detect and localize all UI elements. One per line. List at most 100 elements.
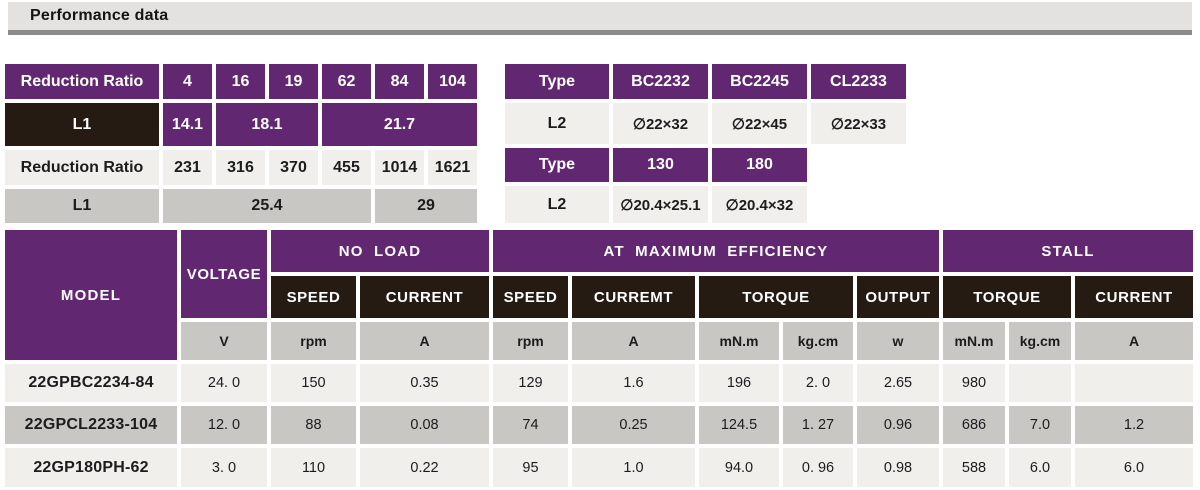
type-value: BC2245 bbox=[712, 64, 807, 99]
unit-volts: V bbox=[181, 322, 267, 360]
data-cell bbox=[1075, 364, 1193, 402]
subheader-current: CURREMT bbox=[572, 276, 695, 318]
data-cell: 150 bbox=[271, 364, 356, 402]
data-cell: 3. 0 bbox=[181, 448, 267, 487]
l1-value: 25.4 bbox=[163, 189, 371, 223]
l2-dimension: ∅22×32 bbox=[613, 103, 708, 144]
l1-header: L1 bbox=[5, 189, 159, 223]
data-cell: 1.2 bbox=[1075, 406, 1193, 444]
l2-dimension: ∅20.4×25.1 bbox=[613, 186, 708, 223]
data-cell: 110 bbox=[271, 448, 356, 487]
l2-dimension: ∅20.4×32 bbox=[712, 186, 807, 223]
unit-amps: A bbox=[1075, 322, 1193, 360]
type-value: 130 bbox=[613, 148, 708, 182]
data-cell: 7.0 bbox=[1009, 406, 1071, 444]
l1-value: 21.7 bbox=[322, 103, 477, 146]
group-header-max-efficiency: AT MAXIMUM EFFICIENCY bbox=[493, 230, 939, 272]
group-header-no-load: NO LOAD bbox=[271, 230, 489, 272]
l1-value: 18.1 bbox=[216, 103, 318, 146]
data-cell: 6.0 bbox=[1075, 448, 1193, 487]
voltage-column-header: VOLTAGE bbox=[181, 230, 267, 318]
model-name: 22GPCL2233-104 bbox=[5, 406, 177, 444]
ratio-value: 231 bbox=[163, 150, 212, 185]
unit-amps: A bbox=[572, 322, 695, 360]
performance-table: MODEL VOLTAGE NO LOAD AT MAXIMUM EFFICIE… bbox=[5, 230, 1193, 487]
reduction-ratio-table: Reduction Ratio 4 16 19 62 84 104 L1 14.… bbox=[5, 64, 477, 223]
model-column-header: MODEL bbox=[5, 230, 177, 360]
reduction-ratio-header: Reduction Ratio bbox=[5, 64, 159, 99]
l2-header: L2 bbox=[505, 186, 609, 223]
section-header-bar: Performance data bbox=[8, 2, 1192, 35]
data-cell: 0. 96 bbox=[783, 448, 853, 487]
data-cell: 980 bbox=[943, 364, 1005, 402]
type-value: BC2232 bbox=[613, 64, 708, 99]
unit-amps: A bbox=[360, 322, 489, 360]
model-name: 22GPBC2234-84 bbox=[5, 364, 177, 402]
subheader-torque: TORQUE bbox=[699, 276, 853, 318]
data-cell: 2.65 bbox=[857, 364, 939, 402]
data-cell: 129 bbox=[493, 364, 568, 402]
ratio-value: 84 bbox=[375, 64, 424, 99]
data-cell: 0.35 bbox=[360, 364, 489, 402]
unit-kgcm: kg.cm bbox=[783, 322, 853, 360]
data-cell: 2. 0 bbox=[783, 364, 853, 402]
subheader-torque: TORQUE bbox=[943, 276, 1071, 318]
subheader-speed: SPEED bbox=[493, 276, 568, 318]
data-cell: 6.0 bbox=[1009, 448, 1071, 487]
reduction-ratio-header: Reduction Ratio bbox=[5, 150, 159, 185]
type-value: CL2233 bbox=[811, 64, 906, 99]
ratio-value: 455 bbox=[322, 150, 371, 185]
type-header: Type bbox=[505, 148, 609, 182]
data-cell: 95 bbox=[493, 448, 568, 487]
subheader-speed: SPEED bbox=[271, 276, 356, 318]
data-cell: 12. 0 bbox=[181, 406, 267, 444]
data-cell: 124.5 bbox=[699, 406, 779, 444]
unit-watts: w bbox=[857, 322, 939, 360]
data-cell bbox=[1009, 364, 1071, 402]
ratio-value: 16 bbox=[216, 64, 265, 99]
unit-kgcm: kg.cm bbox=[1009, 322, 1071, 360]
l1-header: L1 bbox=[5, 103, 159, 146]
ratio-value: 1621 bbox=[428, 150, 477, 185]
data-cell: 0.22 bbox=[360, 448, 489, 487]
type-header: Type bbox=[505, 64, 609, 99]
ratio-value: 4 bbox=[163, 64, 212, 99]
data-cell: 588 bbox=[943, 448, 1005, 487]
data-cell: 686 bbox=[943, 406, 1005, 444]
unit-rpm: rpm bbox=[271, 322, 356, 360]
l1-value: 14.1 bbox=[163, 103, 212, 146]
data-cell: 0.96 bbox=[857, 406, 939, 444]
data-cell: 1. 27 bbox=[783, 406, 853, 444]
l2-header: L2 bbox=[505, 103, 609, 144]
data-cell: 24. 0 bbox=[181, 364, 267, 402]
data-cell: 0.08 bbox=[360, 406, 489, 444]
type-dimension-table: Type BC2232 BC2245 CL2233 L2 ∅22×32 ∅22×… bbox=[505, 64, 906, 223]
subheader-output: OUTPUT bbox=[857, 276, 939, 318]
ratio-value: 370 bbox=[269, 150, 318, 185]
data-cell: 0.25 bbox=[572, 406, 695, 444]
unit-rpm: rpm bbox=[493, 322, 568, 360]
ratio-value: 62 bbox=[322, 64, 371, 99]
data-cell: 1.0 bbox=[572, 448, 695, 487]
data-cell: 196 bbox=[699, 364, 779, 402]
l2-dimension: ∅22×33 bbox=[811, 103, 906, 144]
ratio-value: 19 bbox=[269, 64, 318, 99]
unit-mnm: mN.m bbox=[943, 322, 1005, 360]
ratio-value: 1014 bbox=[375, 150, 424, 185]
data-cell: 1.6 bbox=[572, 364, 695, 402]
unit-mnm: mN.m bbox=[699, 322, 779, 360]
data-cell: 0.98 bbox=[857, 448, 939, 487]
data-cell: 88 bbox=[271, 406, 356, 444]
model-name: 22GP180PH-62 bbox=[5, 448, 177, 487]
subheader-current: CURRENT bbox=[360, 276, 489, 318]
type-value: 180 bbox=[712, 148, 807, 182]
subheader-current: CURRENT bbox=[1075, 276, 1193, 318]
l2-dimension: ∅22×45 bbox=[712, 103, 807, 144]
group-header-stall: STALL bbox=[943, 230, 1193, 272]
ratio-value: 316 bbox=[216, 150, 265, 185]
l1-value: 29 bbox=[375, 189, 477, 223]
data-cell: 74 bbox=[493, 406, 568, 444]
page-title: Performance data bbox=[30, 7, 169, 24]
data-cell: 94.0 bbox=[699, 448, 779, 487]
ratio-value: 104 bbox=[428, 64, 477, 99]
